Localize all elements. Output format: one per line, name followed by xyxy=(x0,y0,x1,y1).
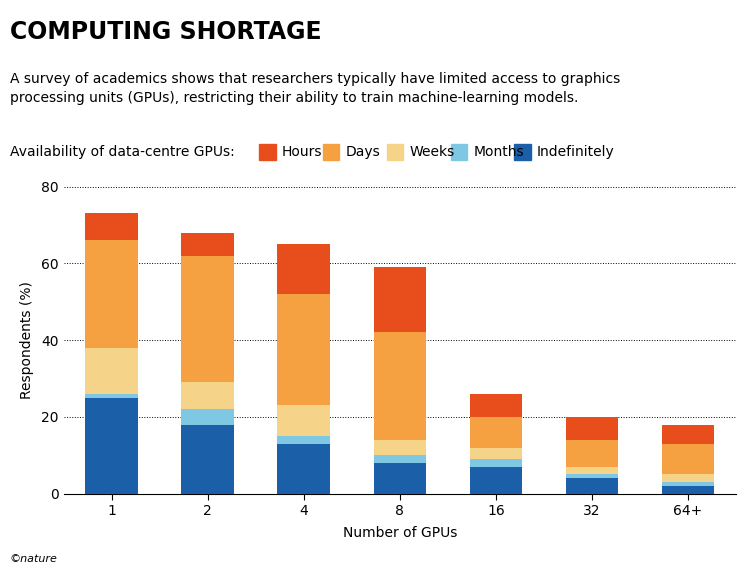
Bar xyxy=(566,478,618,494)
Bar xyxy=(662,486,714,494)
Text: Indefinitely: Indefinitely xyxy=(537,145,615,159)
Bar xyxy=(182,232,234,255)
Bar xyxy=(277,244,330,294)
Bar xyxy=(662,475,714,482)
Bar xyxy=(662,425,714,444)
Bar xyxy=(86,398,138,494)
Bar xyxy=(469,394,523,417)
Bar xyxy=(662,444,714,475)
Bar xyxy=(182,409,234,425)
Bar xyxy=(86,241,138,348)
X-axis label: Number of GPUs: Number of GPUs xyxy=(342,526,457,540)
Text: COMPUTING SHORTAGE: COMPUTING SHORTAGE xyxy=(10,20,321,44)
Bar xyxy=(182,255,234,382)
Bar xyxy=(86,348,138,394)
Bar xyxy=(469,448,523,459)
Bar xyxy=(86,394,138,398)
Text: ©nature: ©nature xyxy=(10,554,58,564)
Bar xyxy=(469,417,523,448)
Bar xyxy=(566,475,618,478)
Text: Months: Months xyxy=(473,145,523,159)
Bar xyxy=(277,444,330,494)
Bar xyxy=(182,425,234,494)
Text: Availability of data-centre GPUs:: Availability of data-centre GPUs: xyxy=(10,145,234,159)
Text: A survey of academics shows that researchers typically have limited access to gr: A survey of academics shows that researc… xyxy=(10,72,620,105)
Bar xyxy=(277,294,330,405)
Y-axis label: Respondents (%): Respondents (%) xyxy=(20,281,35,399)
Bar xyxy=(373,332,427,440)
Bar xyxy=(566,440,618,467)
Bar xyxy=(277,436,330,444)
Bar xyxy=(182,382,234,409)
Text: Days: Days xyxy=(345,145,380,159)
Bar xyxy=(86,214,138,241)
Bar xyxy=(662,482,714,486)
Bar xyxy=(373,455,427,463)
Bar xyxy=(469,459,523,467)
Bar xyxy=(469,467,523,494)
Bar xyxy=(277,405,330,436)
Bar xyxy=(566,467,618,475)
Bar xyxy=(566,417,618,440)
Text: Weeks: Weeks xyxy=(409,145,454,159)
Bar xyxy=(373,463,427,494)
Bar xyxy=(373,440,427,455)
Bar xyxy=(373,267,427,332)
Text: Hours: Hours xyxy=(282,145,322,159)
